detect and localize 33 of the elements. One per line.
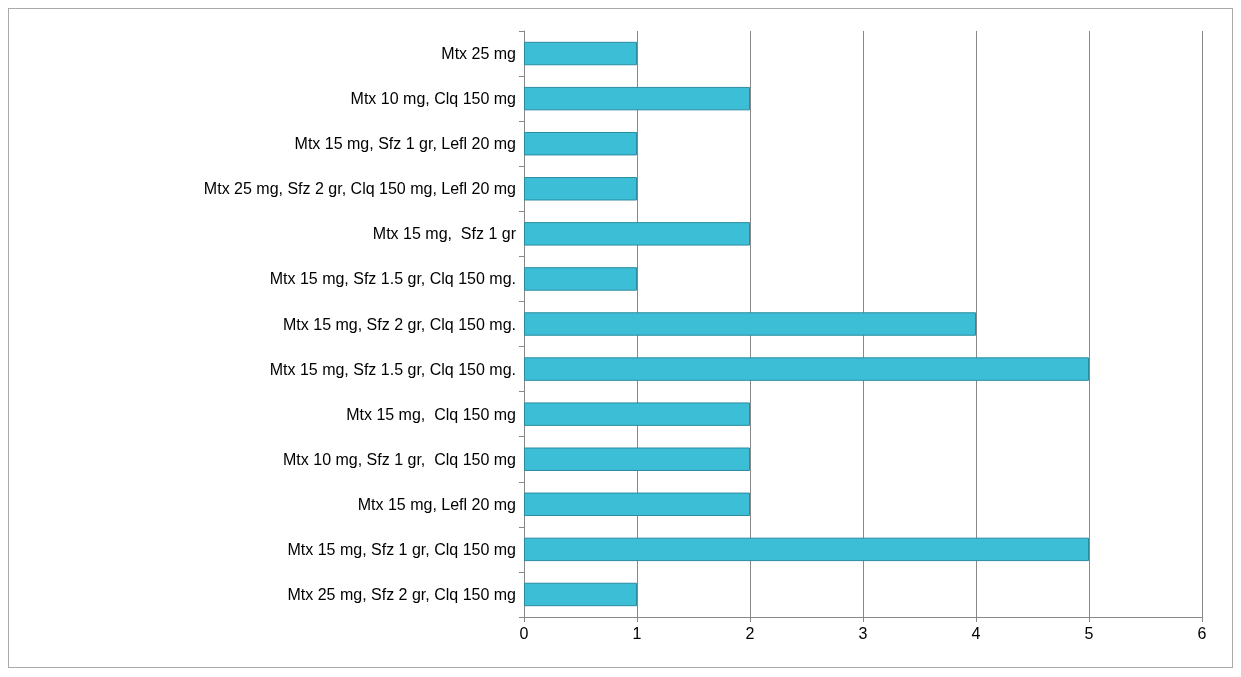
bar xyxy=(524,402,750,426)
bar xyxy=(524,492,750,517)
x-tick-label: 2 xyxy=(745,624,755,642)
bar xyxy=(524,582,637,607)
bar xyxy=(524,41,637,66)
x-tick-label: 1 xyxy=(632,624,642,642)
y-tick-label: Mtx 15 mg, Sfz 2 gr, Clq 150 mg. xyxy=(283,315,516,333)
bar xyxy=(524,131,637,156)
bar xyxy=(524,312,976,336)
y-tick-label: Mtx 15 mg, Sfz 1 gr, Clq 150 mg xyxy=(287,540,516,558)
bar xyxy=(524,267,637,291)
x-tick-label: 0 xyxy=(519,624,529,642)
x-tick-label: 3 xyxy=(858,624,868,642)
y-tick-label: Mtx 10 mg, Sfz 1 gr, Clq 150 mg xyxy=(283,450,516,468)
y-tick-label: Mtx 15 mg, Sfz 1 gr, Lefl 20 mg xyxy=(294,135,516,153)
x-tick-label: 4 xyxy=(971,624,981,642)
bar xyxy=(524,357,1089,381)
bar xyxy=(524,86,750,111)
y-tick-label: Mtx 10 mg, Clq 150 mg xyxy=(350,90,516,108)
bar xyxy=(524,177,637,201)
bar xyxy=(524,537,1089,562)
y-tick-label: Mtx 25 mg xyxy=(441,45,516,63)
y-tick-label: Mtx 25 mg, Sfz 2 gr, Clq 150 mg xyxy=(287,585,516,603)
y-tick-label: Mtx 15 mg, Sfz 1.5 gr, Clq 150 mg. xyxy=(269,360,516,378)
y-tick-label: Mtx 15 mg, Lefl 20 mg xyxy=(357,495,516,513)
y-tick-label: Mtx 25 mg, Sfz 2 gr, Clq 150 mg, Lefl 20 mg xyxy=(203,180,516,198)
y-tick-label: Mtx 15 mg, Clq 150 mg xyxy=(346,405,516,423)
bar xyxy=(524,222,750,246)
y-tick-label: Mtx 15 mg, Sfz 1.5 gr, Clq 150 mg. xyxy=(269,270,516,288)
bar xyxy=(524,447,750,471)
x-tick-label: 5 xyxy=(1084,624,1094,642)
x-tick-label: 6 xyxy=(1197,624,1207,642)
y-tick-label: Mtx 15 mg, Sfz 1 gr xyxy=(372,225,517,243)
